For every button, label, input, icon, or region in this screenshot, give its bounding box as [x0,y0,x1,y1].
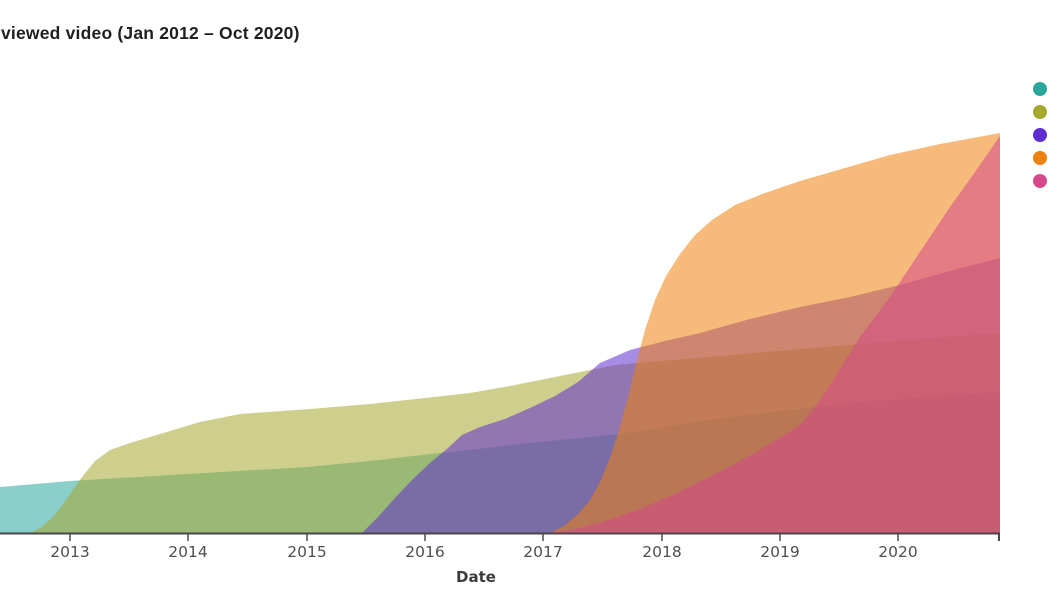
legend-dot-series-5[interactable] [1033,174,1047,188]
x-tick-label-2014: 2014 [168,543,207,561]
legend-dot-series-2[interactable] [1033,105,1047,119]
x-tick-label-2016: 2016 [405,543,444,561]
legend-dot-series-4[interactable] [1033,151,1047,165]
x-tick-label-2020: 2020 [878,543,917,561]
x-axis-label: Date [456,568,496,586]
chart-title: viewed video (Jan 2012 – Oct 2020) [1,23,300,43]
x-tick-label-2018: 2018 [642,543,681,561]
legend-dot-series-3[interactable] [1033,128,1047,142]
x-tick-label-2015: 2015 [287,543,326,561]
area-series-5-pink [545,136,1000,533]
legend-dot-series-1[interactable] [1033,82,1047,96]
x-tick-label-2017: 2017 [523,543,562,561]
x-tick-label-2019: 2019 [760,543,799,561]
x-tick-label-2013: 2013 [50,543,89,561]
